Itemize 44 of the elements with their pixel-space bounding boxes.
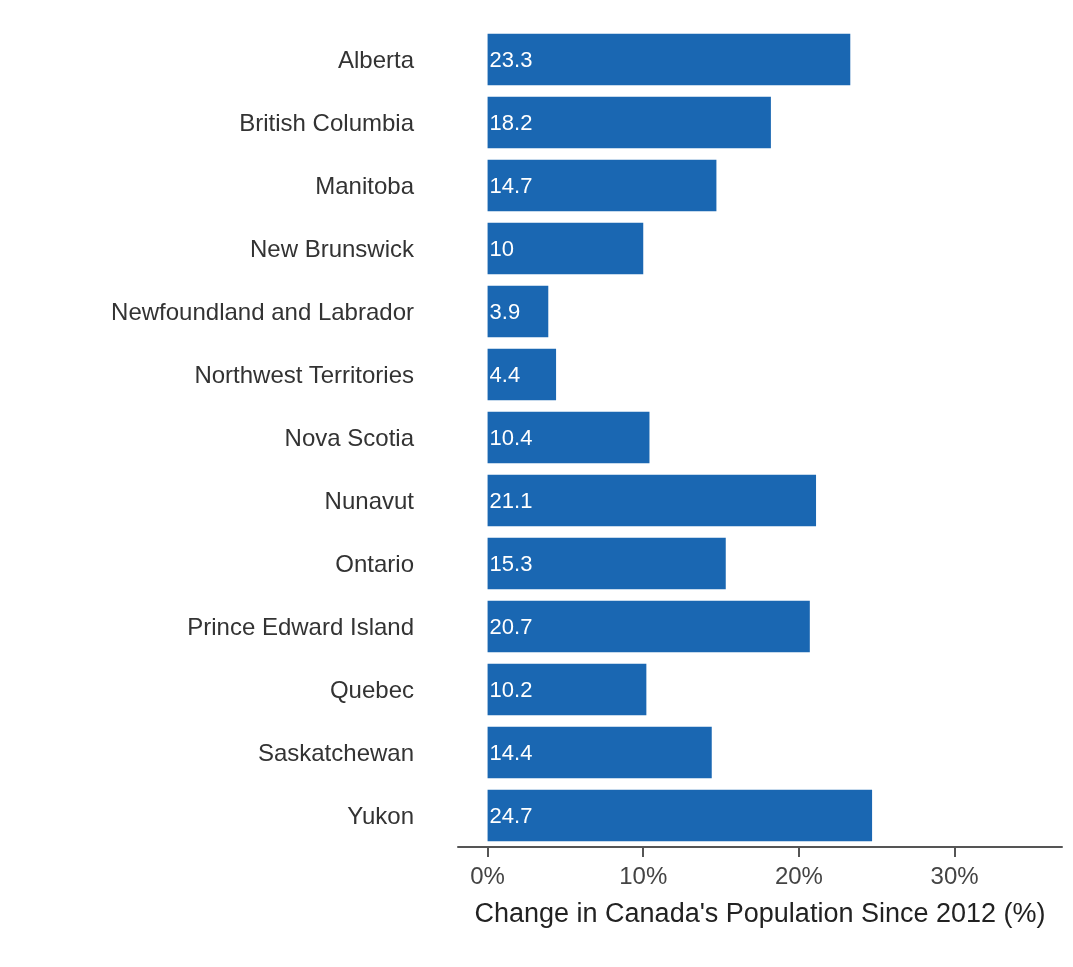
y-tick-label: Nunavut <box>324 487 415 514</box>
y-tick-label: New Brunswick <box>249 235 415 262</box>
data-label: 3.9 <box>489 299 521 324</box>
bar <box>487 726 712 779</box>
bar <box>487 474 817 527</box>
bar <box>487 411 650 464</box>
bar <box>487 663 647 716</box>
bar <box>487 537 726 590</box>
x-tick-label: 30% <box>930 861 979 889</box>
y-tick-label: Nova Scotia <box>284 424 415 451</box>
data-label: 18.2 <box>489 110 533 135</box>
bar <box>487 789 873 842</box>
data-label: 15.3 <box>489 551 533 576</box>
data-label: 21.1 <box>489 488 533 513</box>
data-label: 10 <box>489 236 515 261</box>
y-tick-label: Prince Edward Island <box>187 613 414 640</box>
y-tick-label: British Columbia <box>239 109 415 136</box>
bar <box>487 348 557 401</box>
data-label: 10.2 <box>489 677 533 702</box>
data-label: 20.7 <box>489 614 533 639</box>
y-tick-label: Northwest Territories <box>194 361 414 388</box>
y-tick-label: Newfoundland and Labrador <box>111 298 414 325</box>
bar <box>487 222 644 275</box>
data-label: 10.4 <box>489 425 533 450</box>
y-tick-label: Manitoba <box>315 172 415 199</box>
y-tick-label: Quebec <box>329 676 414 703</box>
bar <box>487 33 851 86</box>
data-label: 23.3 <box>489 47 533 72</box>
x-tick-label: 10% <box>619 861 668 889</box>
x-axis-title: Change in Canada's Population Since 2012 (%) <box>474 897 1046 928</box>
y-tick-label: Alberta <box>337 46 415 73</box>
y-tick-label: Saskatchewan <box>257 739 414 766</box>
x-tick-label: 20% <box>774 861 823 889</box>
data-label: 24.7 <box>489 803 533 828</box>
x-tick-label: 0% <box>470 861 505 889</box>
bar <box>487 600 810 653</box>
y-tick-label: Yukon <box>347 802 414 829</box>
data-label: 4.4 <box>489 362 521 387</box>
y-tick-label: Ontario <box>335 550 414 577</box>
bar <box>487 159 717 212</box>
bar <box>487 96 771 149</box>
data-label: 14.4 <box>489 740 533 765</box>
bar <box>487 285 549 338</box>
data-label: 14.7 <box>489 173 533 198</box>
